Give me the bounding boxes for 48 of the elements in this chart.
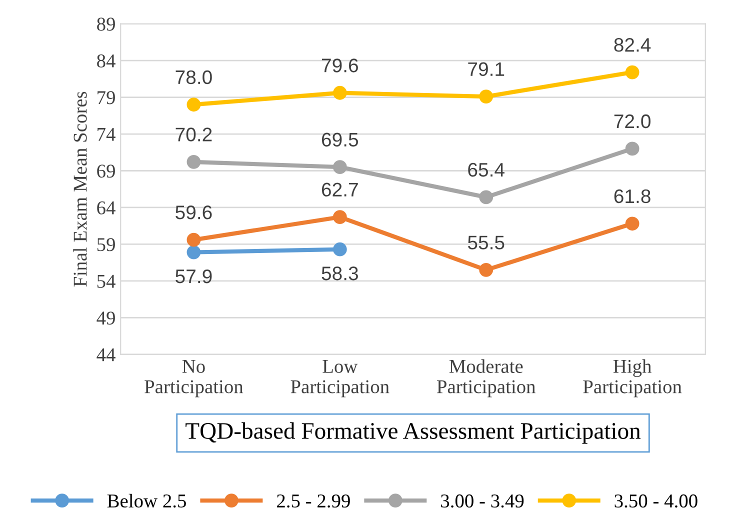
point — [332, 242, 347, 256]
x-tick-label: Moderate Participation — [436, 359, 536, 398]
data-label: 61.8 — [614, 189, 650, 204]
legend-label: Below 2.5 — [107, 494, 186, 508]
y-tick-label: 64 — [97, 201, 116, 214]
point — [625, 142, 640, 156]
data-label: 78.0 — [176, 70, 212, 84]
legend-label: 2.5 - 2.99 — [277, 494, 350, 508]
data-label: 79.1 — [468, 62, 504, 76]
data-label: 79.6 — [322, 58, 358, 72]
data-label: 72.0 — [614, 114, 650, 128]
x-tick-label: High Participation — [583, 359, 682, 398]
data-label: 58.3 — [322, 266, 358, 280]
point — [186, 98, 201, 112]
point — [332, 210, 347, 224]
y-tick-label: 69 — [97, 164, 115, 178]
y-tick-label: 54 — [97, 274, 116, 288]
data-label: 82.4 — [614, 38, 651, 52]
point — [625, 216, 640, 231]
legend-label: 3.50 - 4.00 — [614, 494, 698, 508]
y-tick-label: 84 — [97, 54, 116, 68]
point — [186, 154, 201, 169]
data-label: 70.2 — [176, 128, 212, 142]
y-tick-label: 59 — [97, 238, 115, 252]
point — [332, 160, 347, 174]
point — [479, 262, 494, 277]
data-label: 69.5 — [322, 132, 358, 147]
y-tick-label: 79 — [98, 91, 115, 104]
point — [625, 65, 640, 80]
x-axis-title: TQD-based Formative Assessment Participation — [186, 422, 641, 444]
data-label: 55.5 — [468, 236, 504, 250]
point — [332, 86, 347, 100]
x-tick-label: Low Participation — [290, 360, 390, 398]
data-label: 59.6 — [176, 206, 212, 220]
y-axis-title: Final Exam Mean Scores — [73, 92, 87, 287]
point — [479, 90, 494, 104]
y-tick-label: 49 — [96, 312, 115, 325]
data-label: 57.9 — [176, 269, 212, 284]
data-label: 65.4 — [468, 162, 504, 177]
point — [186, 232, 201, 247]
y-tick-label: 89 — [97, 18, 115, 31]
point — [186, 245, 201, 260]
x-tick-label: No Participation — [144, 360, 244, 398]
data-label: 62.7 — [322, 182, 358, 197]
legend-label: 3.00 - 3.49 — [441, 494, 524, 508]
point — [479, 190, 494, 204]
y-tick-label: 74 — [98, 128, 116, 141]
y-tick-label: 44 — [96, 348, 116, 362]
